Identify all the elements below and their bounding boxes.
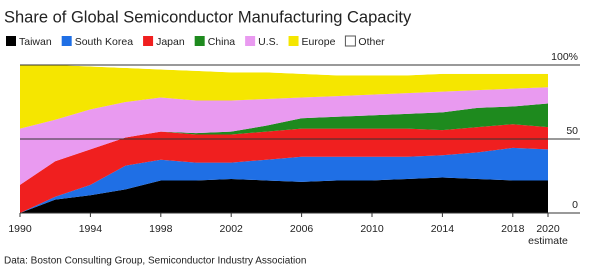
legend-swatch [288,36,299,46]
y-tick-label: 0 [572,199,578,211]
x-tick-label: 1990 [8,223,32,235]
x-tick-label: 2002 [220,223,244,235]
legend-label: Japan [156,36,185,48]
legend-swatch [143,36,154,46]
legend-label: Europe [302,36,336,48]
x-tick-label: 1994 [79,223,103,235]
area [20,103,548,185]
x-tick-label: 2010 [360,223,384,235]
legend-label: South Korea [75,36,134,48]
legend-swatch [344,35,356,47]
x-tick-label: 1998 [149,223,173,235]
legend-label: China [208,36,236,48]
x-note: estimate [528,235,568,247]
legend-label: U.S. [258,36,278,48]
source: Data: Boston Consulting Group, Semicondu… [4,256,306,267]
x-tick-label: 2020 [536,223,560,235]
area [20,87,548,185]
area [20,147,548,213]
legend-swatch [61,36,72,46]
area [20,65,548,76]
y-tick-label: 100% [551,51,578,63]
legend-swatch [245,36,256,46]
x-tick-label: 2014 [431,223,455,235]
area [20,177,548,213]
legend-swatch [6,36,16,46]
chart-title: Share of Global Semiconductor Manufactur… [4,8,412,26]
legend-label: Other [358,36,385,48]
x-tick-label: 2018 [501,223,525,235]
area [20,65,548,129]
legend-swatch [194,36,205,46]
legend-label: Taiwan [19,36,52,48]
x-tick-label: 2006 [290,223,314,235]
area [20,124,548,213]
y-tick-label: 50 [566,125,578,137]
